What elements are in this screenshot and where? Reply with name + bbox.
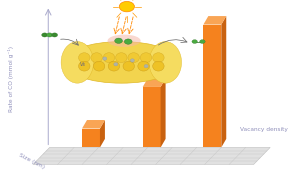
Ellipse shape — [140, 53, 152, 63]
Text: Rate of CO (mmol g⁻¹): Rate of CO (mmol g⁻¹) — [8, 46, 14, 112]
Ellipse shape — [149, 42, 182, 83]
Ellipse shape — [138, 61, 149, 71]
Polygon shape — [221, 16, 226, 147]
Ellipse shape — [192, 40, 198, 43]
Text: Vs: Vs — [80, 62, 86, 67]
Ellipse shape — [93, 61, 105, 71]
Ellipse shape — [123, 61, 134, 71]
Ellipse shape — [114, 63, 118, 66]
Text: Vacancy density: Vacancy density — [240, 127, 288, 132]
Polygon shape — [161, 78, 166, 147]
Polygon shape — [82, 129, 100, 147]
Ellipse shape — [61, 42, 93, 83]
Ellipse shape — [108, 61, 120, 71]
Polygon shape — [203, 16, 226, 25]
Ellipse shape — [108, 35, 141, 47]
Ellipse shape — [115, 38, 122, 43]
Polygon shape — [33, 147, 270, 164]
Ellipse shape — [103, 53, 115, 63]
Polygon shape — [203, 25, 221, 147]
Polygon shape — [143, 78, 166, 87]
Ellipse shape — [51, 33, 58, 37]
Text: Size (nm): Size (nm) — [18, 153, 45, 170]
Ellipse shape — [130, 59, 134, 62]
Ellipse shape — [128, 53, 139, 63]
Ellipse shape — [153, 53, 164, 63]
Ellipse shape — [42, 33, 48, 37]
Ellipse shape — [47, 33, 53, 37]
Polygon shape — [100, 120, 105, 147]
Ellipse shape — [78, 53, 90, 63]
Ellipse shape — [91, 53, 102, 63]
Ellipse shape — [64, 42, 179, 83]
Ellipse shape — [124, 39, 132, 44]
Ellipse shape — [200, 40, 205, 43]
Ellipse shape — [116, 53, 127, 63]
Polygon shape — [82, 120, 105, 129]
Ellipse shape — [78, 61, 90, 71]
Ellipse shape — [103, 57, 107, 60]
Ellipse shape — [119, 2, 134, 12]
Ellipse shape — [153, 61, 164, 71]
Ellipse shape — [144, 64, 148, 68]
Polygon shape — [143, 87, 161, 147]
